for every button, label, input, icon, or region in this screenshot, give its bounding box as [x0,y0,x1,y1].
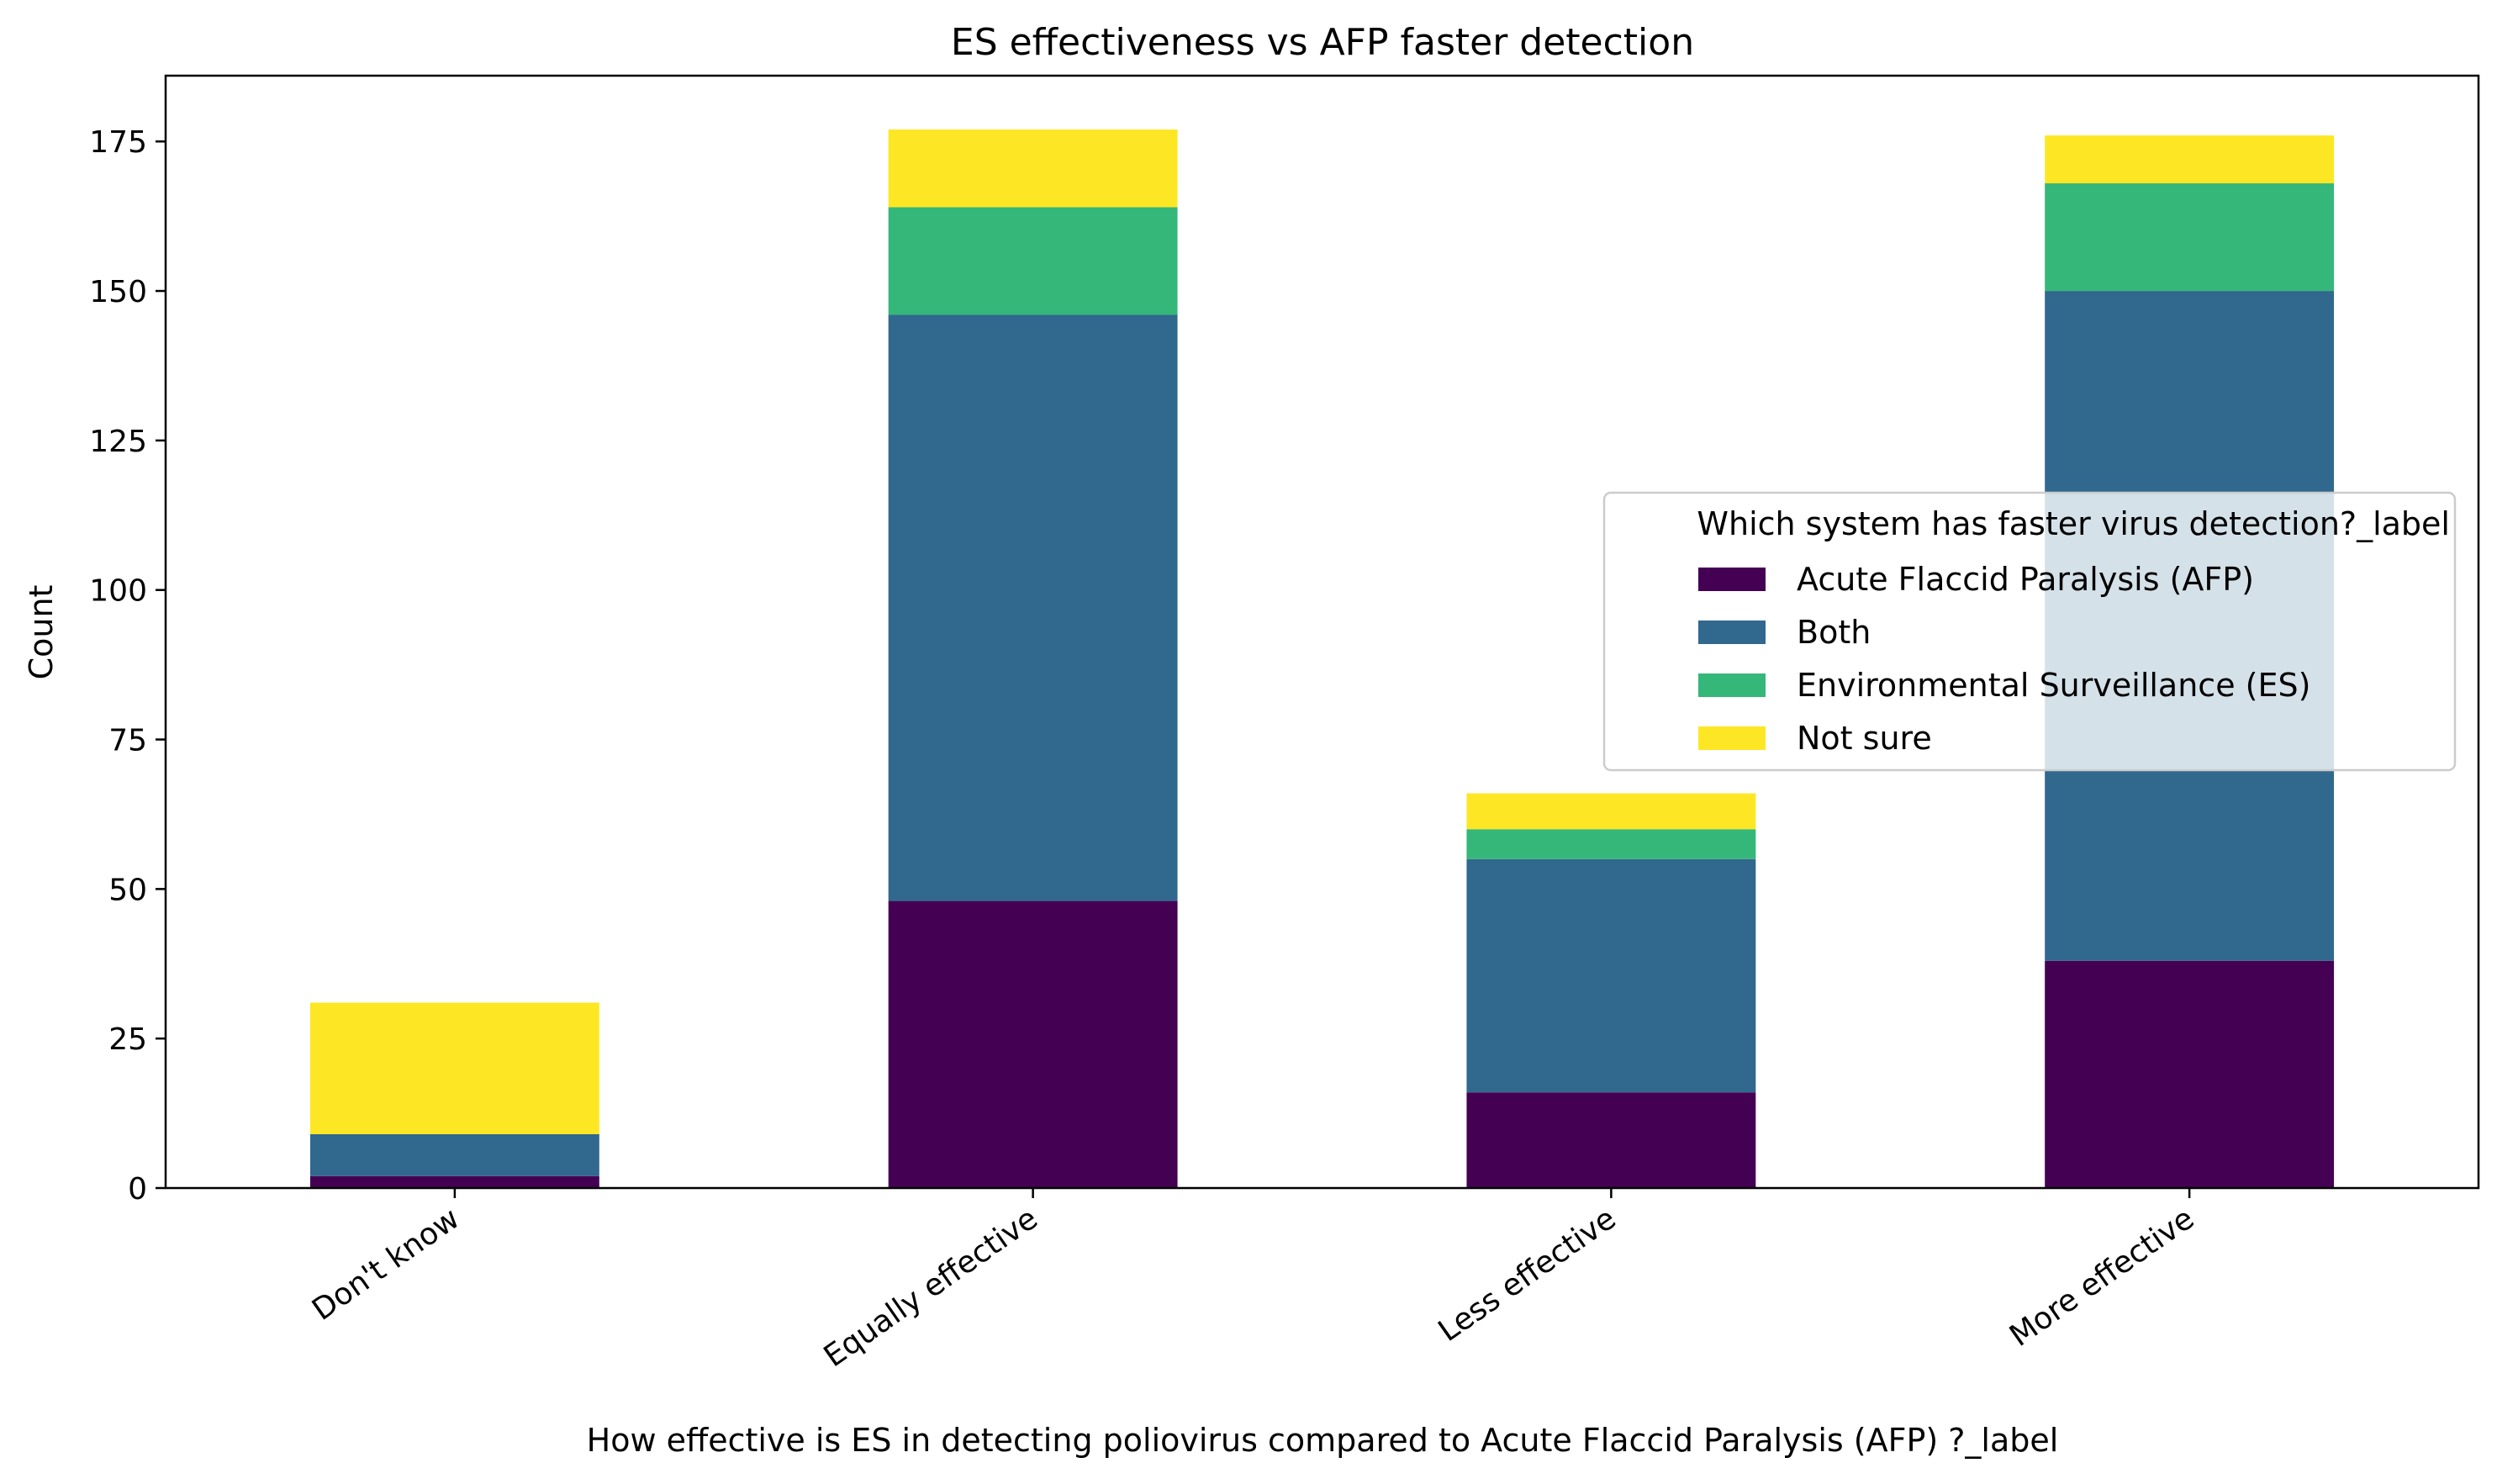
y-tick-label: 25 [108,1022,147,1057]
chart-title: ES effectiveness vs AFP faster detection [951,21,1694,64]
legend-swatch [1698,621,1766,644]
x-tick-label: Less effective [1433,1201,1623,1349]
bar-segment [309,1175,599,1188]
bar-segment [888,129,1178,208]
bar-segment [2045,135,2335,184]
bars [309,129,2335,1188]
bar-segment [1466,858,1756,1093]
plot-frame [164,74,2480,1190]
y-axis-label: Count [23,585,60,680]
legend-title: Which system has faster virus detection?… [1697,505,2450,542]
x-axis-label: How effective is ES in detecting poliovi… [587,1422,2059,1459]
legend-label: Acute Flaccid Paralysis (AFP) [1797,561,2254,598]
bar-segment [1466,829,1756,859]
y-tick-label: 75 [108,724,147,758]
bar-segment [309,1133,599,1176]
x-tick-label: Equally effective [818,1201,1044,1374]
bar-segment [2045,183,2335,292]
y-tick-label: 50 [108,873,147,907]
x-tick-label: More effective [2003,1201,2200,1354]
x-axis: Don't know Equally effective Less effectiv… [306,1188,2200,1374]
legend-label: Environmental Surveillance (ES) [1797,667,2310,704]
bar-segment [2045,960,2335,1188]
legend: Which system has faster virus detection?… [1602,491,2457,772]
bar-segment [888,900,1178,1188]
y-tick-label: 100 [89,574,147,609]
legend-items: Acute Flaccid Paralysis (AFP) Both Environ… [1698,561,2310,757]
y-tick-label: 125 [89,425,147,459]
bar-segment [1466,793,1756,830]
x-tick-label: Don't know [306,1201,466,1328]
bar-segment [309,1002,599,1134]
y-tick-label: 175 [89,125,147,160]
legend-swatch [1698,673,1766,697]
y-tick-label: 150 [89,275,147,309]
bar-segment [888,207,1178,315]
legend-label: Both [1797,614,1871,651]
legend-swatch [1698,568,1766,591]
legend-frame [1602,491,2457,772]
bar-segment [1466,1092,1756,1188]
y-tick-label: 0 [128,1172,147,1207]
y-axis: 0 25 50 75 100 125 150 175 [89,125,166,1207]
bar-segment [888,314,1178,901]
legend-label: Not sure [1797,720,1932,757]
legend-swatch [1698,726,1766,750]
